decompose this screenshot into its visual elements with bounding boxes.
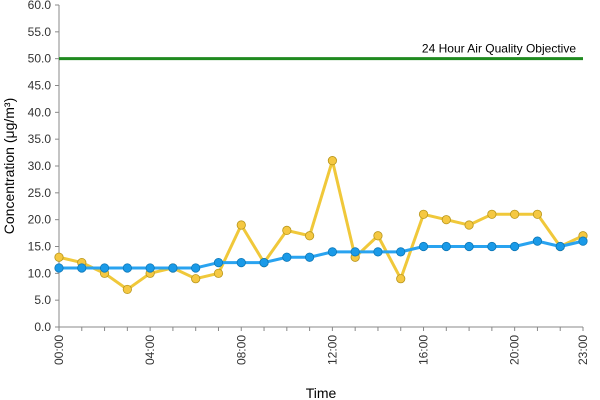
series-0-point [282,225,292,235]
series-0-point [418,209,429,219]
series-0-point [441,215,451,225]
x-tick-label: 00:00 [52,335,66,365]
series-1-point [373,247,383,257]
y-axis-title: Concentration (μg/m³) [1,98,17,234]
series-1-line [57,239,585,270]
series-0-line [57,159,585,291]
x-tick-label: 08:00 [234,335,248,365]
x-axis-title: Time [306,385,337,400]
series-1-point [464,241,474,252]
series-1-point [578,236,588,246]
series-1-point [236,257,246,268]
series-group [54,156,588,295]
y-tick-label: 60.0 [28,0,52,12]
series-1-point [487,241,497,252]
x-tick-label: 20:00 [508,335,522,365]
y-tick-label: 50.0 [28,52,52,66]
y-tick-label: 15.0 [28,240,52,254]
x-tick-label: 16:00 [417,335,431,365]
y-tick-label: 5.0 [34,293,51,307]
y-tick-label: 55.0 [28,25,52,39]
series-1-point [555,241,565,252]
series-0-point [396,274,406,284]
series-0-point [510,209,520,219]
x-tick-label: 23:00 [576,335,590,365]
series-1-point [350,247,360,257]
series-1-point [54,263,64,273]
series-0-point [532,209,543,219]
series-1-point [396,247,406,257]
series-1-point [77,263,87,273]
x-tick-label: 04:00 [143,335,157,365]
series-1-point [305,252,315,262]
series-1-point [259,257,269,268]
y-tick-label: 35.0 [28,132,52,146]
series-1-point [418,241,429,252]
series-0-point [236,220,246,230]
y-tick-label: 0.0 [34,320,51,334]
series-0-point [122,284,132,295]
y-tick-label: 45.0 [28,79,52,93]
series-0-point [464,220,474,230]
series-1-point [441,241,451,252]
series-0-point [213,268,224,278]
series-1-point [122,263,132,273]
series-0-point [305,231,315,241]
y-tick-label: 30.0 [28,159,52,173]
series-1-point [532,236,543,246]
series-1-point [191,263,201,273]
series-1-point [168,263,178,273]
series-0-point [327,156,337,166]
y-tick-label: 10.0 [28,266,52,280]
series-1-point [327,247,337,257]
series-1-point [213,257,224,268]
series-1-point [99,263,110,273]
series-0-point [373,231,383,241]
reference-line-label: 24 Hour Air Quality Objective [422,42,576,56]
y-tick-label: 20.0 [28,213,52,227]
series-1-point [145,263,155,273]
series-0-point [487,209,497,219]
series-0-point [54,252,64,262]
series-1-point [282,252,292,262]
series-0-point [191,274,201,284]
series-1-point [510,241,520,252]
x-tick-label: 12:00 [325,335,339,365]
axes [55,4,584,331]
y-tick-label: 25.0 [28,186,52,200]
y-tick-label: 40.0 [28,105,52,119]
